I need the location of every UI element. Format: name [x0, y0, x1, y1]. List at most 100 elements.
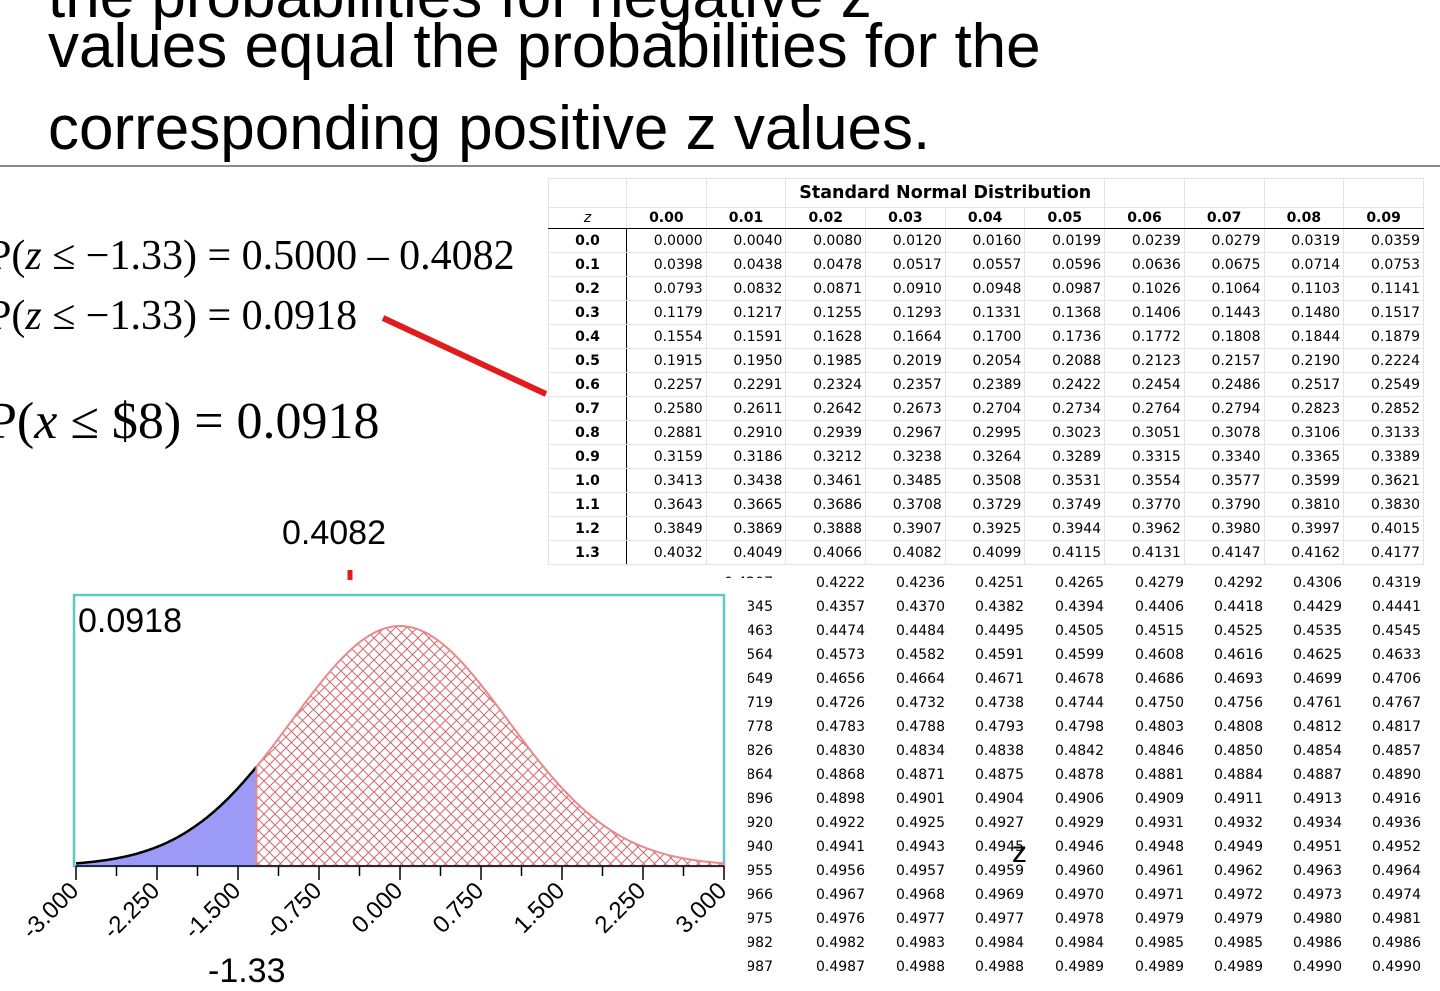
middle-area-label: 0.4082 [282, 514, 386, 552]
probability-cell: 0.0871 [785, 276, 867, 301]
probability-cell: 0.0675 [1183, 252, 1265, 277]
probability-cell: 0.4162 [1263, 540, 1345, 565]
z-table-row: 1.1 0.3643 0.3665 0.3686 0.3708 0.3729 0.3749 0… [548, 492, 1424, 517]
left-tail-area-label: 0.0918 [78, 602, 182, 640]
probability-cell: 0.1879 [1343, 324, 1424, 349]
probability-cell: 0.2881 [626, 420, 707, 445]
probability-cell: 0.4875 [975, 767, 1024, 783]
probability-cell: 0.4545 [1372, 623, 1421, 639]
probability-cell: 0.0120 [865, 228, 946, 253]
probability-cell: 0.4699 [1293, 671, 1342, 687]
probability-cell: 0.4946 [1055, 839, 1104, 855]
probability-cell: 0.4706 [1372, 671, 1421, 687]
probability-cell: 0.2823 [1263, 396, 1345, 421]
probability-cell: 0.0987 [1024, 276, 1106, 301]
probability-cell: 0.2673 [865, 396, 946, 421]
probability-cell: 0.4983 [896, 935, 945, 951]
z-table-row: 0.5 0.1915 0.1950 0.1985 0.2019 0.2054 0.2088 0… [548, 348, 1424, 373]
probability-cell: 0.4357 [816, 599, 865, 615]
probability-cell: 0.1293 [865, 300, 946, 325]
probability-cell: 0.4884 [1214, 767, 1263, 783]
probability-cell: 0.4916 [1372, 791, 1421, 807]
probability-cell: 0.1772 [1104, 324, 1185, 349]
z-table-row: 0.6 0.2257 0.2291 0.2324 0.2357 0.2389 0.2422 0… [548, 372, 1424, 397]
cut-value-label: -1.33 [208, 952, 286, 990]
probability-cell: 0.4881 [1135, 767, 1184, 783]
probability-cell: 0.4979 [1135, 911, 1184, 927]
z-row-label: 1.2 [548, 516, 627, 541]
probability-cell: 0.0478 [785, 252, 867, 277]
probability-cell: 0.4319 [1372, 575, 1421, 591]
probability-cell: 0.4788 [896, 719, 945, 735]
z-row-label: 1.3 [548, 540, 627, 565]
probability-cell: 0.3849 [626, 516, 707, 541]
probability-cell: 0.1141 [1343, 276, 1424, 301]
probability-cell: 0.4936 [1372, 815, 1421, 831]
probability-cell: 0.4812 [1293, 719, 1342, 735]
probability-cell: 0.3485 [865, 468, 946, 493]
probability-cell: 0.1255 [785, 300, 867, 325]
probability-cell: 0.3078 [1183, 420, 1265, 445]
probability-cell: 0.4236 [896, 575, 945, 591]
probability-cell: 0.4990 [1293, 959, 1342, 975]
probability-cell: 0.4971 [1135, 887, 1184, 903]
probability-cell: 0.4756 [1214, 695, 1263, 711]
z-table-row: 0.0 0.0000 0.0040 0.0080 0.0120 0.0160 0.0199 0… [548, 228, 1424, 253]
probability-cell: 0.0080 [785, 228, 867, 253]
left-curve-line [75, 766, 258, 865]
probability-cell: 0.3621 [1343, 468, 1424, 493]
probability-cell: 0.1844 [1263, 324, 1345, 349]
probability-cell: 0.0517 [865, 252, 946, 277]
title-spacer [626, 178, 707, 208]
probability-cell: 0.4808 [1214, 719, 1263, 735]
probability-cell: 0.4633 [1372, 647, 1421, 663]
probability-cell: 0.2123 [1104, 348, 1185, 373]
probability-cell: 0.4925 [896, 815, 945, 831]
probability-cell: 0.3051 [1104, 420, 1185, 445]
z-table-row: 1.2 0.3849 0.3869 0.3888 0.3907 0.3925 0.3944 0… [548, 516, 1424, 541]
probability-cell: 0.4929 [1055, 815, 1104, 831]
probability-cell: 0.4382 [975, 599, 1024, 615]
column-header: 0.05 [1024, 207, 1106, 229]
probability-cell: 0.0040 [705, 228, 787, 253]
probability-cell: 0.4032 [626, 540, 707, 565]
probability-cell: 0.4066 [785, 540, 867, 565]
probability-cell: 0.4934 [1293, 815, 1342, 831]
probability-cell: 0.4909 [1135, 791, 1184, 807]
probability-cell: 0.2642 [785, 396, 867, 421]
probability-cell: 0.4932 [1214, 815, 1263, 831]
probability-cell: 0.1664 [865, 324, 946, 349]
probability-cell: 0.4982 [816, 935, 865, 951]
probability-cell: 0.4599 [1055, 647, 1104, 663]
probability-cell: 0.4693 [1214, 671, 1263, 687]
probability-cell: 0.4911 [1214, 791, 1263, 807]
probability-cell: 0.4671 [975, 671, 1024, 687]
probability-cell: 0.4960 [1055, 863, 1104, 879]
probability-cell: 0.4878 [1055, 767, 1104, 783]
probability-cell: 0.1331 [944, 300, 1026, 325]
probability-cell: 0.4890 [1372, 767, 1421, 783]
probability-cell: 0.4279 [1135, 575, 1184, 591]
probability-cell: 0.2580 [626, 396, 707, 421]
probability-cell: 0.3708 [865, 492, 946, 517]
pointer-arrow [381, 315, 548, 397]
probability-cell: 0.3749 [1024, 492, 1106, 517]
probability-cell: 0.4927 [975, 815, 1024, 831]
probability-cell: 0.2088 [1024, 348, 1106, 373]
probability-cell: 0.4798 [1055, 719, 1104, 735]
probability-cell: 0.1700 [944, 324, 1026, 349]
z-table-row: 0.7 0.2580 0.2611 0.2642 0.2673 0.2704 0.2734 0… [548, 396, 1424, 421]
probability-cell: 0.3729 [944, 492, 1026, 517]
probability-cell: 0.3790 [1183, 492, 1265, 517]
equation-x-probability: P(x ≤ $8) = 0.0918 [0, 393, 380, 450]
probability-cell: 0.4956 [816, 863, 865, 879]
probability-cell: 0.3133 [1343, 420, 1424, 445]
probability-cell: 0.2389 [944, 372, 1026, 397]
probability-cell: 0.4949 [1214, 839, 1263, 855]
probability-cell: 0.3413 [626, 468, 707, 493]
probability-cell: 0.0596 [1024, 252, 1106, 277]
probability-cell: 0.2486 [1183, 372, 1265, 397]
equation-z-probability-difference: P(z ≤ −1.33) = 0.5000 – 0.4082 [0, 233, 515, 279]
probability-cell: 0.4868 [816, 767, 865, 783]
probability-cell: 0.1950 [705, 348, 787, 373]
